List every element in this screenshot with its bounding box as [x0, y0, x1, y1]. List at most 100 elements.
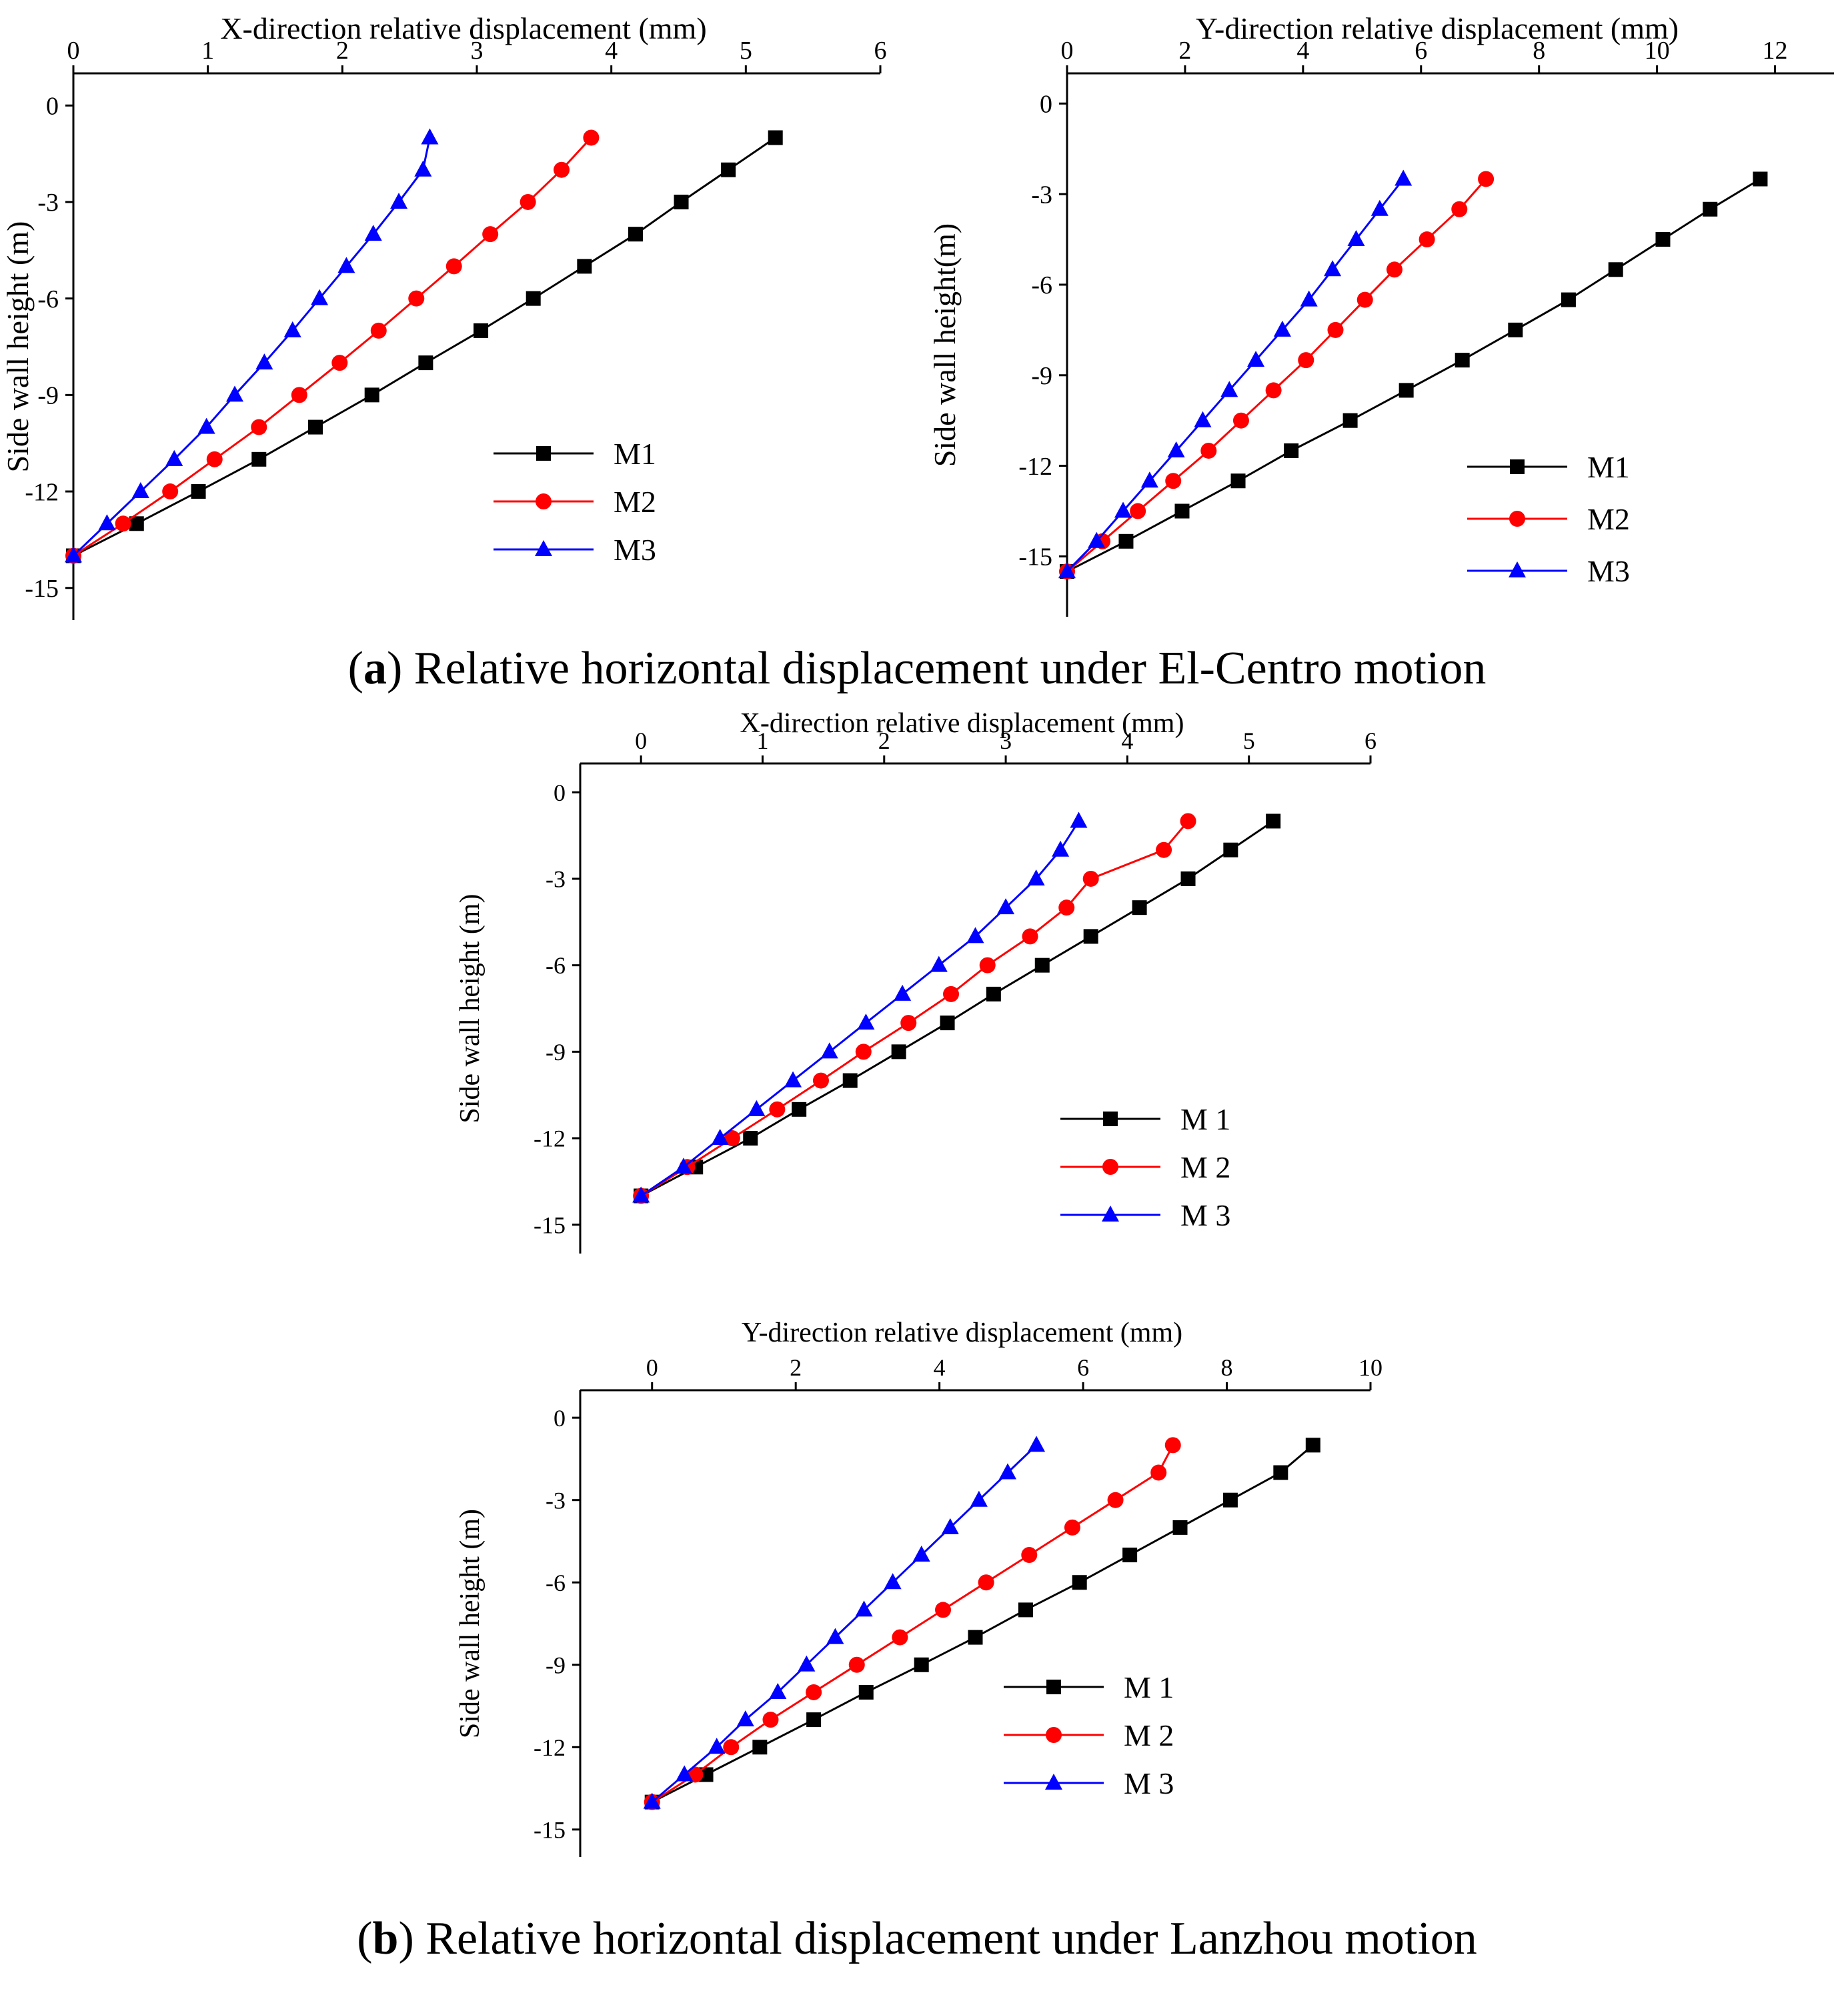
data-point-m1	[1180, 871, 1196, 886]
data-point-m3	[1070, 811, 1088, 828]
data-point-m2	[935, 1602, 952, 1618]
data-point-m3	[1058, 562, 1076, 579]
data-point-m2	[554, 161, 570, 178]
data-point-m3	[1370, 199, 1389, 216]
legend-label-m1: M1	[1587, 450, 1630, 484]
data-point-m1	[721, 162, 736, 177]
x-tick-label: 8	[1221, 1354, 1233, 1381]
series-line-m2	[73, 137, 592, 557]
x-tick-label: 0	[1061, 37, 1074, 65]
data-point-m3	[857, 1014, 875, 1030]
data-point-m3	[1114, 501, 1132, 518]
y-tick-label: -12	[25, 478, 59, 506]
y-axis-title: Side wall height (m)	[455, 893, 486, 1123]
data-point-m2	[1150, 1464, 1167, 1481]
data-point-m1	[842, 1073, 858, 1088]
data-point-m1	[577, 259, 592, 274]
data-point-m1	[1118, 533, 1134, 549]
data-point-m2	[855, 1044, 872, 1060]
data-point-m1	[1305, 1438, 1320, 1453]
data-point-m3	[390, 192, 408, 209]
data-point-m2	[583, 129, 600, 146]
data-point-m1	[1223, 842, 1238, 857]
data-point-m3	[632, 1186, 650, 1203]
y-tick-label: -3	[546, 1487, 566, 1514]
data-point-m3	[966, 927, 984, 943]
y-tick-label: -9	[546, 1652, 566, 1678]
y-tick-label: -9	[37, 382, 59, 410]
data-point-m3	[364, 225, 382, 241]
data-point-m3	[784, 1071, 802, 1088]
data-point-m3	[884, 1573, 902, 1590]
data-point-m1	[129, 516, 144, 531]
y-axis-title: Side wall height (m)	[1, 221, 35, 473]
data-point-m2	[291, 387, 307, 403]
legend-label-m2: M2	[1587, 502, 1630, 536]
legend-label-m1: M 1	[1180, 1102, 1230, 1136]
data-point-m1	[858, 1684, 874, 1700]
x-tick-label: 2	[1178, 37, 1191, 65]
data-point-m2	[1265, 382, 1282, 399]
caption-a: (a) Relative horizontal displacement und…	[348, 643, 1487, 694]
data-point-m3	[998, 1463, 1016, 1480]
data-point-m3	[826, 1628, 844, 1644]
x-axis-title: Y-direction relative displacement (mm)	[1196, 11, 1679, 45]
data-point-m3	[941, 1518, 959, 1534]
data-point-m3	[337, 257, 355, 273]
data-point-m3	[676, 1765, 694, 1782]
data-point-m1	[940, 1016, 955, 1031]
data-point-m3	[1052, 840, 1070, 857]
data-point-m1	[1753, 171, 1768, 187]
legend-marker-m2	[536, 493, 552, 509]
x-axis-title: X-direction relative displacement (mm)	[740, 708, 1184, 739]
x-tick-label: 2	[878, 727, 890, 754]
data-point-m2	[1356, 291, 1373, 308]
data-point-m2	[1200, 442, 1217, 459]
data-point-m3	[736, 1710, 754, 1727]
data-point-m1	[251, 451, 267, 467]
data-point-m1	[986, 986, 1001, 1002]
legend-marker-m1	[536, 446, 551, 461]
data-point-m2	[370, 322, 387, 339]
data-point-m1	[768, 130, 783, 145]
data-point-m2	[1022, 928, 1038, 945]
y-tick-label: -15	[534, 1816, 566, 1843]
y-tick-label: -12	[534, 1734, 566, 1761]
chart-a-x-direction-el-centro: 0 1 2 3 4 5 6 0 -3 -6 -9 -12 -15 X-direction relative…	[1, 11, 887, 620]
legend-marker-m1	[1103, 1112, 1118, 1126]
data-point-m2	[1064, 1519, 1080, 1536]
data-point-m2	[1165, 473, 1182, 489]
legend-label-m3: M3	[614, 533, 656, 567]
legend-marker-m3	[1045, 1774, 1062, 1790]
series-line-m3	[72, 137, 431, 557]
caption-b: (b) Relative horizontal displacement und…	[357, 1913, 1477, 1964]
data-point-m3	[1028, 1436, 1046, 1452]
chart-b-x-direction-lanzhou: 0 1 2 3 4 5 6 0 -3 -6 -9 -12 -15 X-direction relative…	[455, 708, 1376, 1254]
data-point-m1	[968, 1630, 983, 1645]
x-tick-label: 5	[740, 37, 752, 65]
y-tick-label: -9	[1031, 362, 1052, 390]
data-point-m2	[1164, 1437, 1181, 1454]
y-tick-label: 0	[554, 779, 566, 806]
y-tick-label: -12	[1018, 453, 1052, 481]
data-point-m2	[978, 1574, 994, 1591]
data-point-m2	[408, 290, 425, 307]
data-point-m3	[970, 1490, 988, 1507]
data-point-m3	[769, 1682, 787, 1699]
data-point-m1	[1273, 1465, 1288, 1480]
data-point-m2	[943, 985, 960, 1002]
chart-b-y-direction-lanzhou: 0 2 4 6 8 10 0 -3 -6 -9 -12 -15 Y-direction relative…	[455, 1318, 1382, 1857]
legend-label-m2: M 2	[1124, 1718, 1174, 1752]
data-point-m1	[792, 1102, 807, 1117]
data-point-m3	[311, 289, 329, 305]
x-tick-label: 0	[635, 727, 647, 754]
data-point-m2	[1232, 412, 1249, 429]
data-point-m1	[1508, 322, 1523, 337]
x-tick-label: 4	[934, 1354, 946, 1381]
data-point-m2	[1478, 171, 1495, 187]
data-point-m2	[848, 1656, 865, 1673]
data-point-m2	[1451, 201, 1468, 217]
x-tick-label: 4	[1121, 727, 1133, 754]
data-point-m3	[1395, 169, 1413, 186]
data-point-m3	[708, 1738, 726, 1754]
